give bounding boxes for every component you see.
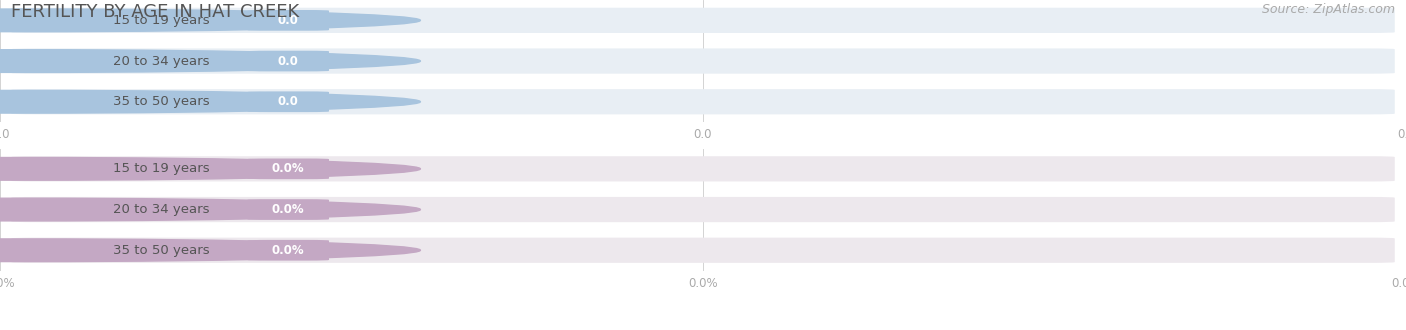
FancyBboxPatch shape xyxy=(11,89,1395,115)
Circle shape xyxy=(0,239,420,262)
Text: 35 to 50 years: 35 to 50 years xyxy=(114,95,209,108)
FancyBboxPatch shape xyxy=(11,49,1395,74)
Text: 0.0%: 0.0% xyxy=(271,162,305,175)
Circle shape xyxy=(0,90,420,113)
Text: 0.0: 0.0 xyxy=(278,95,298,108)
Text: Source: ZipAtlas.com: Source: ZipAtlas.com xyxy=(1261,3,1395,16)
Text: 0.0: 0.0 xyxy=(278,14,298,27)
FancyBboxPatch shape xyxy=(247,240,329,261)
Text: 20 to 34 years: 20 to 34 years xyxy=(114,54,209,68)
Text: FERTILITY BY AGE IN HAT CREEK: FERTILITY BY AGE IN HAT CREEK xyxy=(11,3,299,21)
FancyBboxPatch shape xyxy=(247,199,329,220)
Circle shape xyxy=(0,9,420,32)
Text: 15 to 19 years: 15 to 19 years xyxy=(114,162,209,175)
FancyBboxPatch shape xyxy=(11,156,1395,182)
FancyBboxPatch shape xyxy=(11,238,1395,263)
FancyBboxPatch shape xyxy=(11,8,1395,33)
Circle shape xyxy=(0,157,420,180)
FancyBboxPatch shape xyxy=(247,51,329,71)
FancyBboxPatch shape xyxy=(11,197,1395,222)
Circle shape xyxy=(0,198,420,221)
Text: 0.0%: 0.0% xyxy=(688,277,718,290)
Text: 0.0: 0.0 xyxy=(693,128,713,141)
Text: 0.0%: 0.0% xyxy=(271,244,305,257)
Text: 20 to 34 years: 20 to 34 years xyxy=(114,203,209,216)
FancyBboxPatch shape xyxy=(247,158,329,179)
Text: 0.0%: 0.0% xyxy=(0,277,15,290)
Text: 0.0%: 0.0% xyxy=(1391,277,1406,290)
Text: 0.0%: 0.0% xyxy=(271,203,305,216)
Text: 0.0: 0.0 xyxy=(0,128,10,141)
Text: 0.0: 0.0 xyxy=(278,54,298,68)
Text: 35 to 50 years: 35 to 50 years xyxy=(114,244,209,257)
Text: 0.0: 0.0 xyxy=(1396,128,1406,141)
FancyBboxPatch shape xyxy=(247,91,329,112)
Text: 15 to 19 years: 15 to 19 years xyxy=(114,14,209,27)
Circle shape xyxy=(0,50,420,72)
FancyBboxPatch shape xyxy=(247,10,329,31)
